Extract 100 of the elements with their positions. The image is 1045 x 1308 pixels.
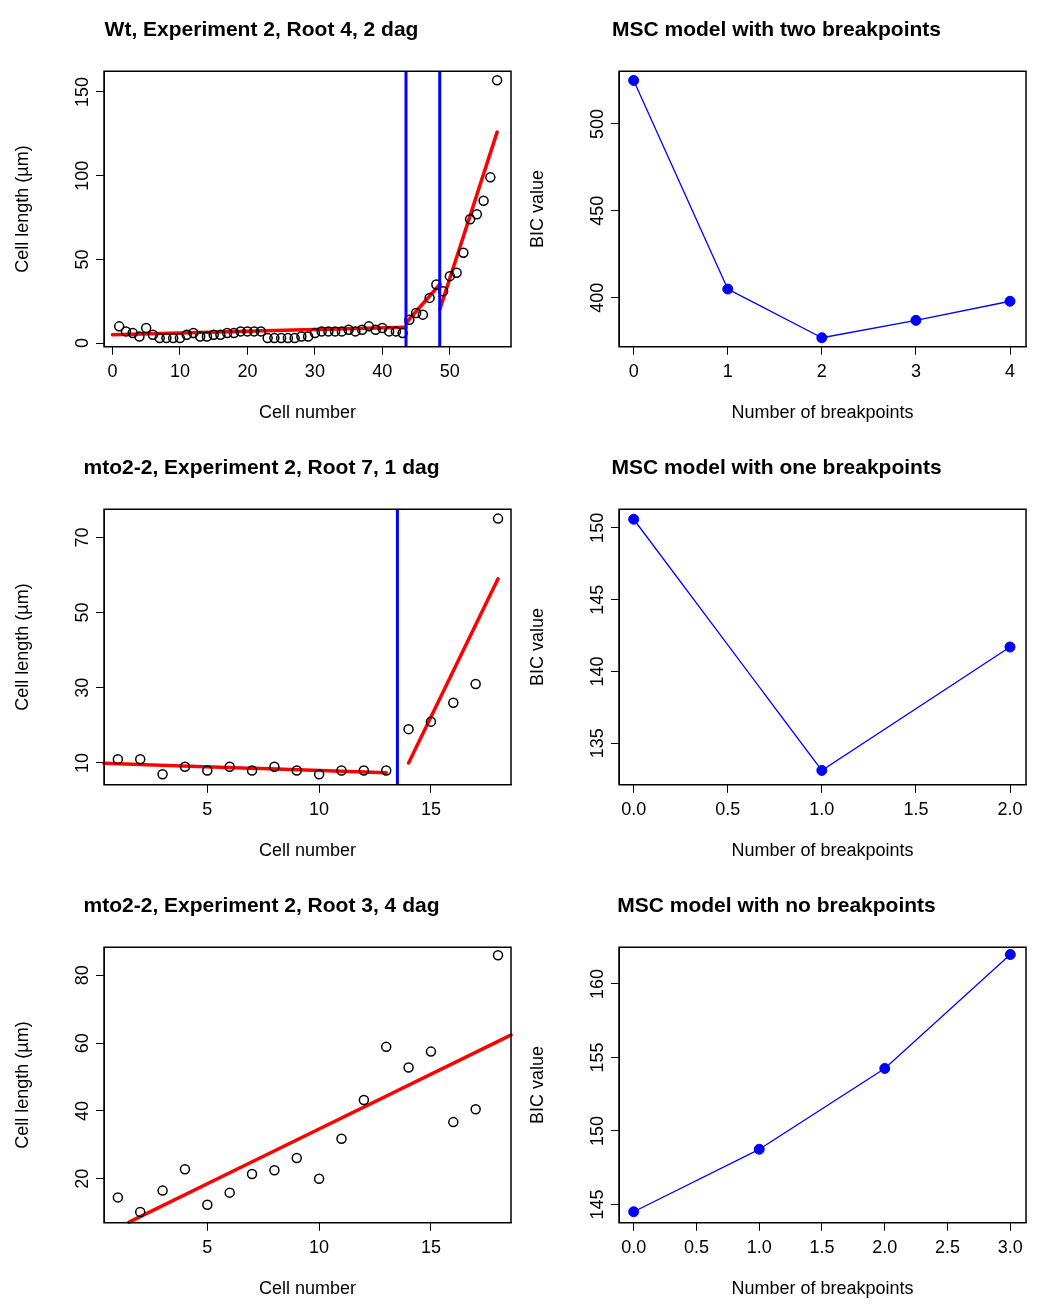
point [291,765,303,776]
point [208,329,219,340]
chart-title: mto2-2, Experiment 2, Root 7, 1 dag [83,455,440,479]
point [134,331,145,342]
point [478,195,489,207]
point [471,208,483,220]
point [464,213,476,225]
point [1004,295,1016,307]
y-tick-label: 80 [71,965,92,986]
point [1004,949,1016,961]
x-axis-title: Cell number [258,840,357,861]
y-axis-title: BIC value [526,1045,547,1125]
y-axis-title: Cell length (µm) [11,583,32,711]
x-tick-label: 30 [304,360,325,381]
point [246,1168,258,1180]
point [157,1185,168,1196]
point [879,1062,891,1074]
y-tick-label: 150 [586,512,607,543]
point [380,1041,392,1053]
point [425,716,437,727]
y-tick-label: 145 [586,584,607,615]
point [140,322,152,334]
point [154,332,165,344]
point [202,1199,213,1211]
x-tick-label: 1.5 [809,1236,835,1257]
point [202,765,213,776]
point [403,1062,414,1073]
point [134,1206,146,1218]
point [628,513,640,525]
x-tick-label: 2.0 [997,798,1023,819]
point [282,332,294,344]
x-tick-label: 5 [202,1236,213,1257]
point [112,753,124,765]
point [269,1165,280,1176]
point [451,267,462,279]
point [491,74,503,86]
y-tick-label: 20 [71,1168,92,1189]
point [316,326,327,337]
point [380,765,392,776]
point [424,292,435,304]
y-tick-label: 450 [586,195,607,226]
point [910,314,922,326]
point [302,331,314,342]
x-tick-label: 4 [1005,360,1016,381]
point [356,324,368,335]
y-axis-title: Cell length (µm) [11,145,32,273]
x-tick-label: 2 [816,360,827,381]
point [275,332,287,344]
x-tick-label: 10 [169,360,190,381]
point [336,765,347,776]
point [113,321,125,332]
x-tick-label: 3 [910,360,921,381]
y-tick-label: 0 [71,338,92,349]
point [134,753,146,765]
chart-title: MSC model with two breakpoints [611,17,942,41]
x-tick-label: 0.5 [715,798,741,819]
y-axis-title: BIC value [526,607,547,687]
y-tick-label: 40 [71,1100,92,1121]
point [174,332,186,344]
x-tick-label: 15 [420,798,441,819]
point [410,307,422,319]
x-tick-label: 3.0 [997,1236,1023,1257]
x-tick-label: 0.0 [621,1236,647,1257]
x-tick-label: 0.5 [683,1236,709,1257]
chart-title: Wt, Experiment 2, Root 4, 2 dag [104,17,419,41]
point [370,324,381,335]
y-tick-label: 135 [586,728,607,759]
x-tick-label: 2.0 [872,1236,898,1257]
point [269,332,280,344]
point [458,247,469,258]
y-tick-label: 50 [71,249,92,270]
y-tick-label: 150 [71,76,92,107]
point [358,1094,370,1106]
point [269,761,280,772]
point [492,950,504,961]
point [309,327,321,339]
point [296,331,307,342]
point [383,326,395,337]
point [313,1173,325,1184]
point [753,1143,765,1155]
x-tick-label: 2.5 [935,1236,961,1257]
x-tick-label: 1 [722,360,733,381]
point [157,769,168,780]
point [179,1163,191,1175]
x-tick-label: 40 [372,360,393,381]
y-tick-label: 155 [586,1042,607,1073]
x-tick-label: 1.0 [746,1236,772,1257]
point [404,314,415,325]
point [336,326,348,337]
point [246,765,258,776]
y-tick-label: 60 [71,1033,92,1054]
point [363,321,375,332]
point [323,326,334,337]
point [242,326,253,337]
point [390,326,402,337]
y-tick-label: 160 [586,968,607,999]
y-tick-label: 100 [71,160,92,191]
point [188,327,199,339]
point [425,1046,437,1057]
point [235,326,246,337]
